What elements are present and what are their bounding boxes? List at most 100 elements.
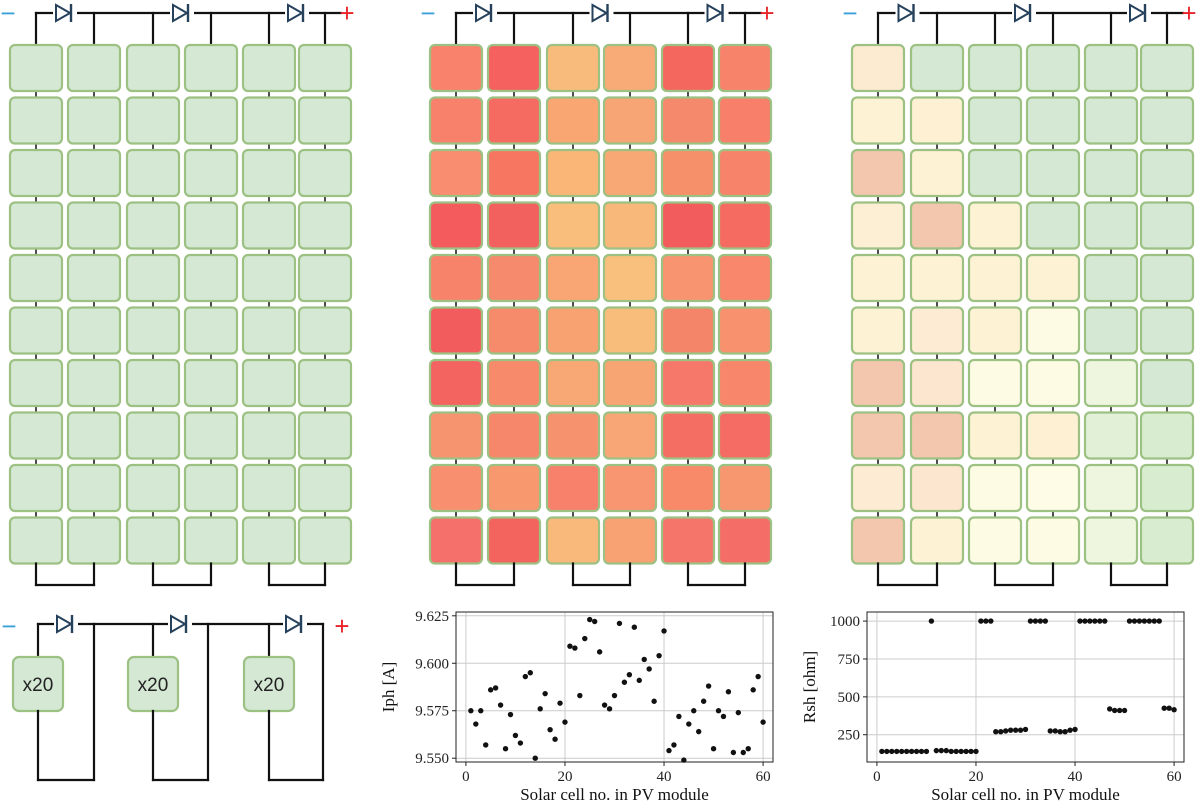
data-point: [725, 689, 732, 695]
solar-cell: [428, 201, 484, 250]
data-point: [705, 683, 712, 689]
diode-triangle: [170, 614, 188, 634]
module-iph-map: − +: [420, 0, 775, 587]
data-point: [473, 721, 479, 727]
data-point: [1092, 618, 1098, 624]
x-tick-label: 60: [756, 769, 771, 785]
solar-cell: [545, 253, 601, 303]
solar-cell: [909, 516, 965, 565]
solar-cell: [486, 148, 542, 198]
solar-cell: [717, 516, 773, 565]
data-point: [502, 746, 509, 752]
solar-cell: [909, 358, 965, 408]
data-point: [686, 721, 692, 727]
data-point: [1042, 618, 1049, 624]
data-point: [542, 690, 548, 697]
diode-triangle: [475, 3, 493, 23]
solar-cell: [125, 253, 181, 303]
solar-cell: [850, 96, 906, 145]
solar-cell: [241, 201, 297, 250]
diode-triangle: [56, 614, 74, 634]
data-point: [1156, 618, 1162, 624]
data-point: [616, 620, 623, 627]
solar-cell: [717, 463, 773, 513]
bypass-diode-icon: [591, 3, 609, 23]
solar-cell: [1139, 96, 1195, 145]
data-point: [527, 670, 533, 676]
data-point: [1002, 728, 1009, 734]
solar-cell: [125, 43, 181, 93]
solar-cell: [297, 43, 353, 93]
plot-frame: [455, 611, 774, 763]
data-point: [1022, 726, 1029, 733]
data-point: [552, 736, 558, 742]
y-tick-label: 9.600: [415, 656, 449, 672]
data-point: [1067, 727, 1073, 733]
diode-triangle: [1129, 3, 1147, 23]
plus-terminal: +: [1181, 0, 1196, 28]
solar-cell: [602, 96, 658, 145]
diode-triangle: [287, 3, 305, 23]
solar-cell: [486, 411, 542, 460]
data-point: [582, 635, 588, 642]
data-point: [1151, 618, 1157, 624]
data-point: [755, 673, 761, 680]
solar-cell: [717, 201, 773, 250]
diode-triangle: [706, 3, 724, 23]
diode-triangle: [591, 3, 609, 23]
solar-cell: [297, 253, 353, 303]
solar-cell: [967, 148, 1023, 198]
solar-cell: [660, 516, 716, 565]
solar-cell: [967, 201, 1023, 250]
solar-cell: [660, 358, 716, 408]
solar-cell: [241, 516, 297, 565]
module-reference: − +: [0, 0, 355, 587]
data-point: [522, 673, 529, 680]
data-point: [978, 618, 984, 624]
data-point: [993, 728, 999, 735]
solar-cell: [967, 411, 1023, 460]
solar-cell: [1025, 411, 1081, 460]
solar-cell: [545, 411, 601, 460]
data-point: [1171, 707, 1177, 713]
data-point: [621, 679, 628, 685]
y-axis-label: Rsh [ohm]: [800, 651, 819, 723]
solar-cell: [241, 463, 297, 513]
data-point: [661, 628, 667, 634]
solar-cell: [486, 358, 542, 408]
data-point: [889, 748, 895, 755]
data-point: [879, 748, 885, 755]
solar-cell: [1139, 43, 1195, 93]
x-tick-label: 0: [462, 769, 470, 785]
solar-cell: [241, 411, 297, 460]
data-point: [710, 746, 717, 752]
data-point: [1126, 618, 1133, 624]
solar-cell: [850, 516, 906, 565]
data-point: [606, 706, 613, 712]
solar-cell: [1083, 463, 1139, 513]
solar-cell: [428, 96, 484, 145]
solar-cell: [1025, 201, 1081, 250]
solar-cell: [486, 43, 542, 93]
data-point: [1037, 618, 1044, 624]
data-point: [918, 748, 925, 755]
solar-cell: [909, 201, 965, 250]
data-point: [517, 740, 524, 746]
data-point: [1141, 618, 1148, 624]
solar-cell: [183, 463, 239, 513]
solar-cell: [8, 516, 64, 565]
module-rsh-map: − +: [842, 0, 1197, 587]
solar-cell: [545, 148, 601, 198]
solar-cell: [967, 306, 1023, 355]
solar-cell: [1083, 516, 1139, 565]
data-point: [1136, 618, 1143, 624]
solar-cell: [428, 358, 484, 408]
data-point: [497, 702, 504, 708]
data-point: [943, 747, 949, 754]
bypass-diode-icon: [172, 3, 190, 23]
data-point: [1131, 618, 1138, 624]
data-point: [1027, 618, 1034, 624]
solar-cell: [909, 96, 965, 145]
solar-cell: [183, 516, 239, 565]
solar-cell: [428, 148, 484, 198]
